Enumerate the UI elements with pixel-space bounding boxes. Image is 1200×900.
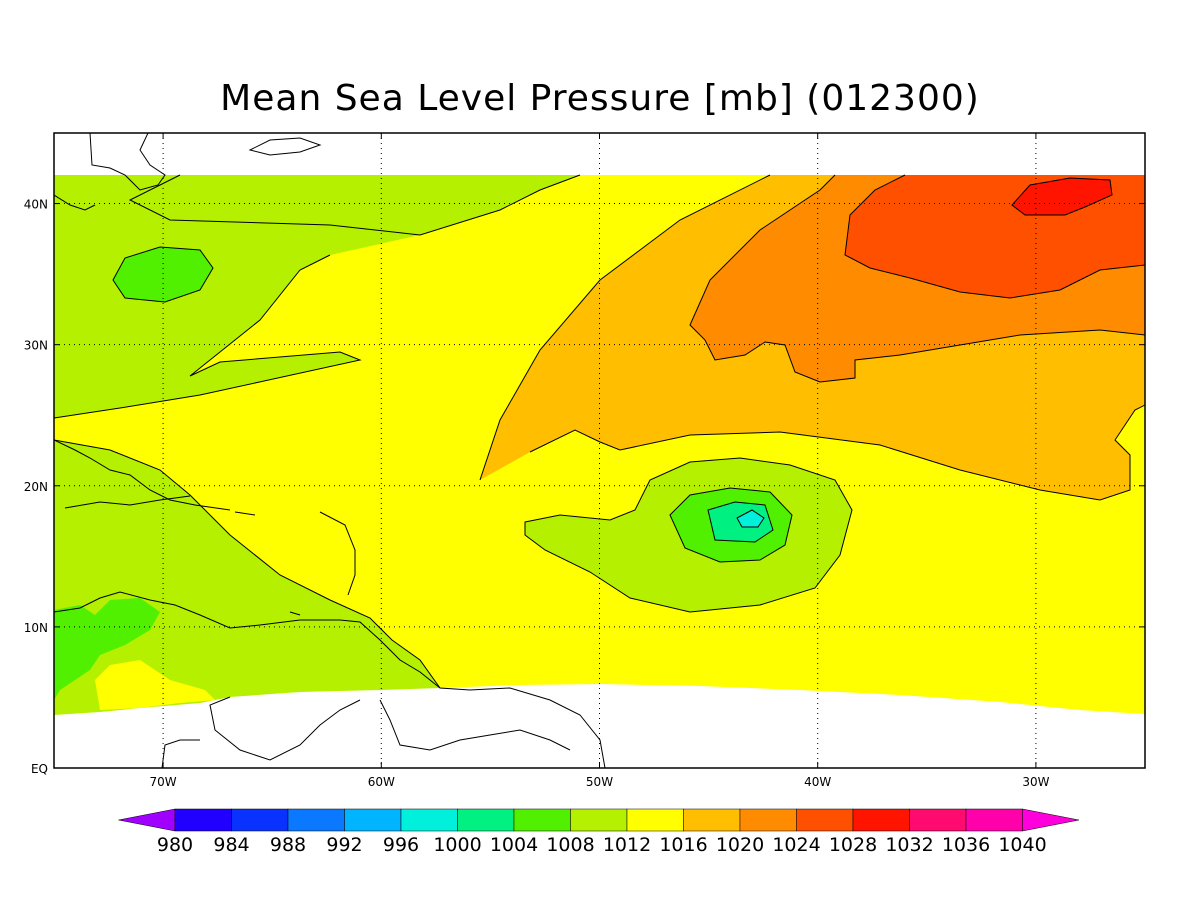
y-tick-label: EQ <box>31 762 48 776</box>
grid-lines <box>54 133 1145 769</box>
colorbar-label: 980 <box>157 834 193 856</box>
colorbar-box <box>965 808 1023 832</box>
colorbar-box <box>739 808 797 832</box>
colorbar-box <box>683 808 741 832</box>
colorbar-label: 1016 <box>659 834 707 856</box>
colorbar-label: 1036 <box>942 834 990 856</box>
colorbar-label: 992 <box>326 834 362 856</box>
colorbar-box <box>231 808 289 832</box>
colorbar-arrow-high <box>1022 808 1080 832</box>
colorbar-box <box>570 808 628 832</box>
colorbar-label: 1004 <box>490 834 538 856</box>
colorbar-label: 1024 <box>772 834 820 856</box>
x-axis-labels: 70W 60W 50W 40W 30W <box>150 775 1050 789</box>
colorbar-label: 1000 <box>433 834 481 856</box>
colorbar-box <box>287 808 345 832</box>
x-tick-label: 70W <box>150 775 177 789</box>
colorbar-label: 996 <box>383 834 419 856</box>
colorbar-arrow-low <box>118 808 176 832</box>
colorbar-label: 1032 <box>885 834 933 856</box>
colorbar-labels: 980 984 988 992 996 1000 1004 1008 1012 1016 1020 1… <box>157 834 1047 856</box>
y-tick-label: 40N <box>24 198 48 212</box>
colorbar-box <box>344 808 402 832</box>
x-tick-label: 30W <box>1022 775 1049 789</box>
colorbar <box>118 808 1080 832</box>
y-axis-labels: EQ 10N 20N 30N 40N <box>24 198 48 776</box>
field-low-996 <box>737 510 764 527</box>
y-tick-label: 30N <box>24 339 48 353</box>
field-nw-1004 <box>113 247 213 302</box>
colorbar-box <box>400 808 458 832</box>
chart-title: Mean Sea Level Pressure [mb] (012300) <box>220 78 980 119</box>
colorbar-label: 1028 <box>829 834 877 856</box>
pressure-field <box>54 133 1145 768</box>
colorbar-label: 988 <box>270 834 306 856</box>
y-tick-label: 20N <box>24 480 48 494</box>
field-sa-1012 <box>95 660 215 710</box>
coastlines <box>54 133 606 768</box>
x-tick-label: 50W <box>586 775 613 789</box>
colorbar-box <box>457 808 515 832</box>
x-tick-label: 60W <box>368 775 395 789</box>
colorbar-box <box>852 808 910 832</box>
colorbar-box <box>174 808 232 832</box>
colorbar-label: 1020 <box>716 834 764 856</box>
x-tick-label: 40W <box>804 775 831 789</box>
colorbar-label: 1040 <box>998 834 1046 856</box>
colorbar-label: 1012 <box>603 834 651 856</box>
colorbar-label: 1008 <box>546 834 594 856</box>
colorbar-box <box>909 808 967 832</box>
no-data-south <box>54 684 1145 768</box>
colorbar-box <box>626 808 684 832</box>
colorbar-box <box>513 808 571 832</box>
field-sa-1004 <box>54 598 160 700</box>
y-tick-label: 10N <box>24 621 48 635</box>
colorbar-box <box>796 808 854 832</box>
colorbar-label: 984 <box>213 834 249 856</box>
